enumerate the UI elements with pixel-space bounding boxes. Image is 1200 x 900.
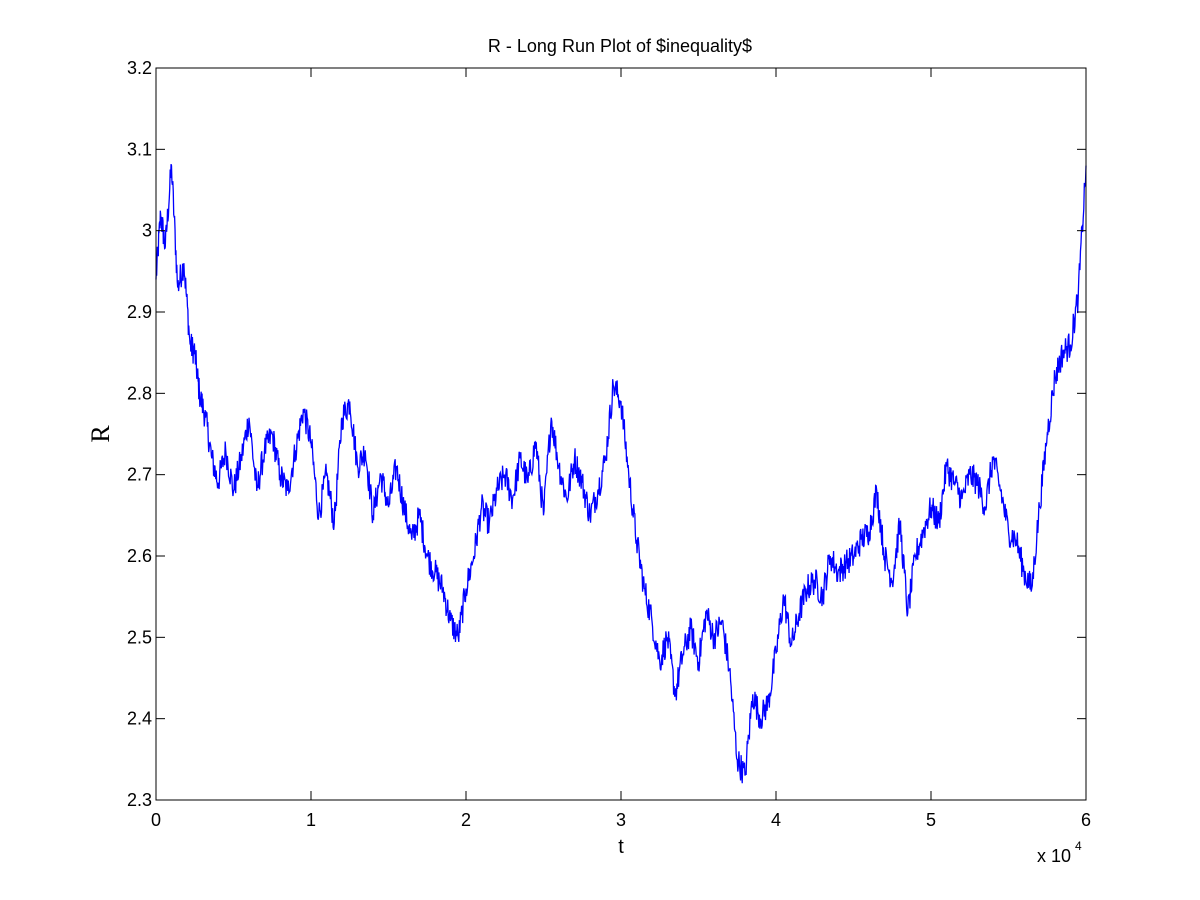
x-tick-label: 3 [616, 810, 626, 830]
x-tick-label: 5 [926, 810, 936, 830]
axes-background [156, 68, 1086, 800]
x-axis-multiplier: x 10 [1037, 846, 1071, 866]
y-tick-label: 3.1 [127, 139, 152, 159]
y-tick-label: 2.9 [127, 302, 152, 322]
y-axis: 2.3 2.4 2.5 2.6 2.7 2.8 2.9 3 3.1 3.2 [127, 58, 1086, 810]
y-axis-label: R [86, 425, 115, 443]
x-axis: 0 1 2 3 4 5 6 [151, 68, 1091, 830]
y-tick-label: 2.7 [127, 465, 152, 485]
x-tick-label: 6 [1081, 810, 1091, 830]
plot-area [155, 67, 1087, 801]
x-tick-label: 4 [771, 810, 781, 830]
y-tick-label: 3.2 [127, 58, 152, 78]
x-axis-label: t [618, 836, 624, 858]
x-tick-label: 2 [461, 810, 471, 830]
y-tick-label: 2.5 [127, 627, 152, 647]
y-tick-label: 2.6 [127, 546, 152, 566]
y-tick-label: 3 [142, 221, 152, 241]
x-axis-multiplier-exponent: 4 [1075, 839, 1082, 853]
chart-title: R - Long Run Plot of $inequality$ [488, 36, 752, 56]
x-tick-label: 0 [151, 810, 161, 830]
x-tick-label: 1 [306, 810, 316, 830]
y-tick-label: 2.3 [127, 790, 152, 810]
series-line [155, 163, 1087, 784]
y-tick-label: 2.8 [127, 383, 152, 403]
y-tick-label: 2.4 [127, 709, 152, 729]
